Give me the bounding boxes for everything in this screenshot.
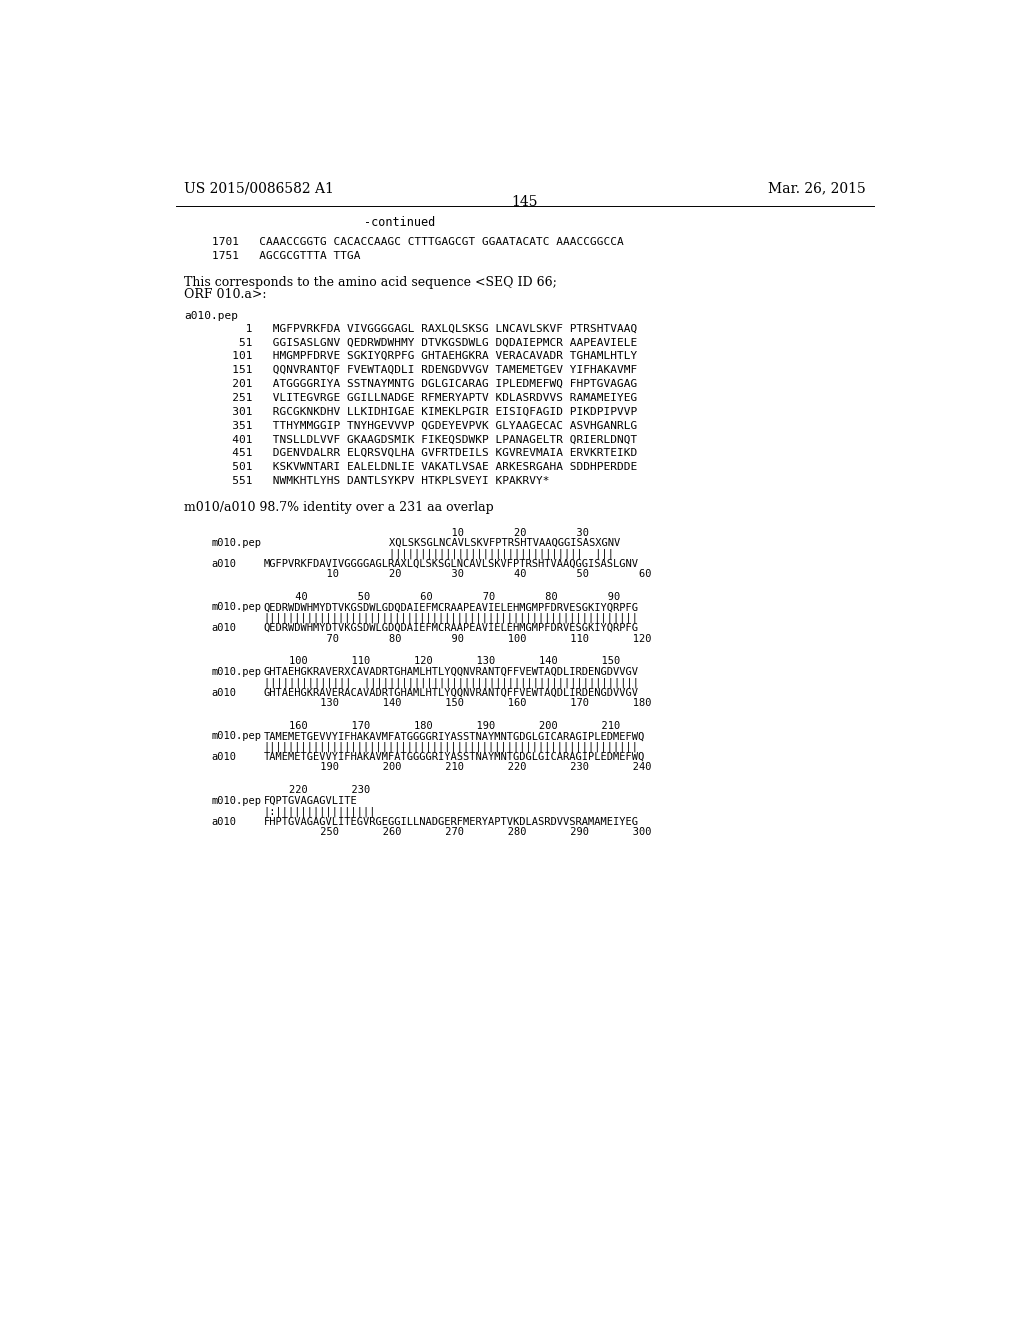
Text: GHTAEHGKRAVERACAVADRTGHAMLHTLYQQNVRANTQFFVEWTAQDLIRDENGDVVGV: GHTAEHGKRAVERACAVADRTGHAMLHTLYQQNVRANTQF…	[263, 688, 639, 698]
Text: |||||||||||||||||||||||||||||||  |||: ||||||||||||||||||||||||||||||| |||	[263, 548, 613, 558]
Text: FQPTGVAGAGVLITE: FQPTGVAGAGVLITE	[263, 796, 357, 805]
Text: a010.pep: a010.pep	[183, 312, 238, 321]
Text: FHPTGVAGAGVLITEGVRGEGGILLNADGERFMERYAPTVKDLASRDVVSRAMAMEIYEG: FHPTGVAGAGVLITEGVRGEGGILLNADGERFMERYAPTV…	[263, 817, 639, 826]
Text: Mar. 26, 2015: Mar. 26, 2015	[768, 182, 866, 195]
Text: m010.pep: m010.pep	[212, 796, 262, 805]
Text: MGFPVRKFDAVIVGGGGAGLRAXLQLSKSGLNCAVLSKVFPTRSHTVAAQGGISASLGNV: MGFPVRKFDAVIVGGGGAGLRAXLQLSKSGLNCAVLSKVF…	[263, 558, 639, 569]
Text: 251   VLITEGVRGE GGILLNADGE RFMERYAPTV KDLASRDVVS RAMAMEIYEG: 251 VLITEGVRGE GGILLNADGE RFMERYAPTV KDL…	[212, 393, 637, 403]
Text: 101   HMGMPFDRVE SGKIYQRPFG GHTAEHGKRA VERACAVADR TGHAMLHTLY: 101 HMGMPFDRVE SGKIYQRPFG GHTAEHGKRA VER…	[212, 351, 637, 362]
Text: 40        50        60        70        80        90: 40 50 60 70 80 90	[263, 591, 620, 602]
Text: 10        20        30: 10 20 30	[263, 528, 589, 537]
Text: XQLSKSGLNCAVLSKVFPTRSHTVAAQGGISASXGNV: XQLSKSGLNCAVLSKVFPTRSHTVAAQGGISASXGNV	[263, 539, 620, 548]
Text: 351   TTHYMMGGIP TNYHGEVVVP QGDEYEVPVK GLYAAGECAC ASVHGANRLG: 351 TTHYMMGGIP TNYHGEVVVP QGDEYEVPVK GLY…	[212, 421, 637, 430]
Text: m010.pep: m010.pep	[212, 602, 262, 612]
Text: 160       170       180       190       200       210: 160 170 180 190 200 210	[263, 721, 620, 731]
Text: ||||||||||||||||||||||||||||||||||||||||||||||||||||||||||||: ||||||||||||||||||||||||||||||||||||||||…	[263, 612, 639, 623]
Text: 220       230: 220 230	[263, 785, 370, 796]
Text: This corresponds to the amino acid sequence <SEQ ID 66;: This corresponds to the amino acid seque…	[183, 276, 557, 289]
Text: a010: a010	[212, 688, 237, 698]
Text: 301   RGCGKNKDHV LLKIDHIGAE KIMEKLPGIR EISIQFAGID PIKDPIPVVP: 301 RGCGKNKDHV LLKIDHIGAE KIMEKLPGIR EIS…	[212, 407, 637, 417]
Text: ORF 010.a>:: ORF 010.a>:	[183, 288, 266, 301]
Text: 151   QQNVRANTQF FVEWTAQDLI RDENGDVVGV TAMEMETGEV YIFHAKAVMF: 151 QQNVRANTQF FVEWTAQDLI RDENGDVVGV TAM…	[212, 366, 637, 375]
Text: m010.pep: m010.pep	[212, 667, 262, 677]
Text: TAMEMETGEVVYIFHAKAVMFATGGGGRIYASSTNAYMNTGDGLGICARAGIPLEDMEFWQ: TAMEMETGEVVYIFHAKAVMFATGGGGRIYASSTNAYMNT…	[263, 731, 645, 742]
Text: a010: a010	[212, 752, 237, 762]
Text: 401   TNSLLDLVVF GKAAGDSMIK FIKEQSDWKP LPANAGELTR QRIERLDNQT: 401 TNSLLDLVVF GKAAGDSMIK FIKEQSDWKP LPA…	[212, 434, 637, 445]
Text: QEDRWDWHMYDTVKGSDWLGDQDAIEFMCRAAPEAVIELEHMGMPFDRVESGKIYQRPFG: QEDRWDWHMYDTVKGSDWLGDQDAIEFMCRAAPEAVIELE…	[263, 602, 639, 612]
Text: m010/a010 98.7% identity over a 231 aa overlap: m010/a010 98.7% identity over a 231 aa o…	[183, 500, 494, 513]
Text: 1701   CAAACCGGTG CACACCAAGC CTTTGAGCGT GGAATACATC AAACCGGCCA: 1701 CAAACCGGTG CACACCAAGC CTTTGAGCGT GG…	[212, 238, 624, 247]
Text: QEDRWDWHMYDTVKGSDWLGDQDAIEFMCRAAPEAVIELEHMGMPFDRVESGKIYQRPFG: QEDRWDWHMYDTVKGSDWLGDQDAIEFMCRAAPEAVIELE…	[263, 623, 639, 634]
Text: 1751   AGCGCGTTTA TTGA: 1751 AGCGCGTTTA TTGA	[212, 251, 360, 261]
Text: 250       260       270       280       290       300: 250 260 270 280 290 300	[263, 826, 651, 837]
Text: 201   ATGGGGRIYA SSTNAYMNTG DGLGICARAG IPLEDMEFWQ FHPTGVAGAG: 201 ATGGGGRIYA SSTNAYMNTG DGLGICARAG IPL…	[212, 379, 637, 389]
Text: 145: 145	[512, 195, 538, 210]
Text: a010: a010	[212, 817, 237, 826]
Text: GHTAEHGKRAVERXCAVADRTGHAMLHTLYQQNVRANTQFFVEWTAQDLIRDENGDVVGV: GHTAEHGKRAVERXCAVADRTGHAMLHTLYQQNVRANTQF…	[263, 667, 639, 677]
Text: US 2015/0086582 A1: US 2015/0086582 A1	[183, 182, 334, 195]
Text: 501   KSKVWNTARI EALELDNLIE VAKATLVSAE ARKESRGAHA SDDHPERDDE: 501 KSKVWNTARI EALELDNLIE VAKATLVSAE ARK…	[212, 462, 637, 473]
Text: 1   MGFPVRKFDA VIVGGGGAGL RAXLQLSKSG LNCAVLSKVF PTRSHTVAAQ: 1 MGFPVRKFDA VIVGGGGAGL RAXLQLSKSG LNCAV…	[212, 323, 637, 334]
Text: 70        80        90       100       110       120: 70 80 90 100 110 120	[263, 634, 651, 644]
Text: TAMEMETGEVVYIFHAKAVMFATGGGGRIYASSTNAYMNTGDGLGICARAGIPLEDMEFWQ: TAMEMETGEVVYIFHAKAVMFATGGGGRIYASSTNAYMNT…	[263, 752, 645, 762]
Text: 10        20        30        40        50        60: 10 20 30 40 50 60	[263, 569, 651, 579]
Text: 51   GGISASLGNV QEDRWDWHMY DTVKGSDWLG DQDAIEPMCR AAPEAVIELE: 51 GGISASLGNV QEDRWDWHMY DTVKGSDWLG DQDA…	[212, 338, 637, 347]
Text: 190       200       210       220       230       240: 190 200 210 220 230 240	[263, 763, 651, 772]
Text: 100       110       120       130       140       150: 100 110 120 130 140 150	[263, 656, 620, 667]
Text: a010: a010	[212, 623, 237, 634]
Text: 551   NWMKHTLYHS DANTLSYKPV HTKPLSVEYI KPAKRVY*: 551 NWMKHTLYHS DANTLSYKPV HTKPLSVEYI KPA…	[212, 477, 549, 486]
Text: ||||||||||||||  ||||||||||||||||||||||||||||||||||||||||||||: |||||||||||||| |||||||||||||||||||||||||…	[263, 677, 639, 688]
Text: -continued: -continued	[364, 216, 435, 230]
Text: a010: a010	[212, 558, 237, 569]
Text: ||||||||||||||||||||||||||||||||||||||||||||||||||||||||||||: ||||||||||||||||||||||||||||||||||||||||…	[263, 742, 639, 752]
Text: 451   DGENVDALRR ELQRSVQLHA GVFRTDEILS KGVREVMAIA ERVKRTEIKD: 451 DGENVDALRR ELQRSVQLHA GVFRTDEILS KGV…	[212, 449, 637, 458]
Text: |:||||||||||||||||: |:||||||||||||||||	[263, 807, 376, 817]
Text: m010.pep: m010.pep	[212, 539, 262, 548]
Text: m010.pep: m010.pep	[212, 731, 262, 742]
Text: 130       140       150       160       170       180: 130 140 150 160 170 180	[263, 698, 651, 708]
